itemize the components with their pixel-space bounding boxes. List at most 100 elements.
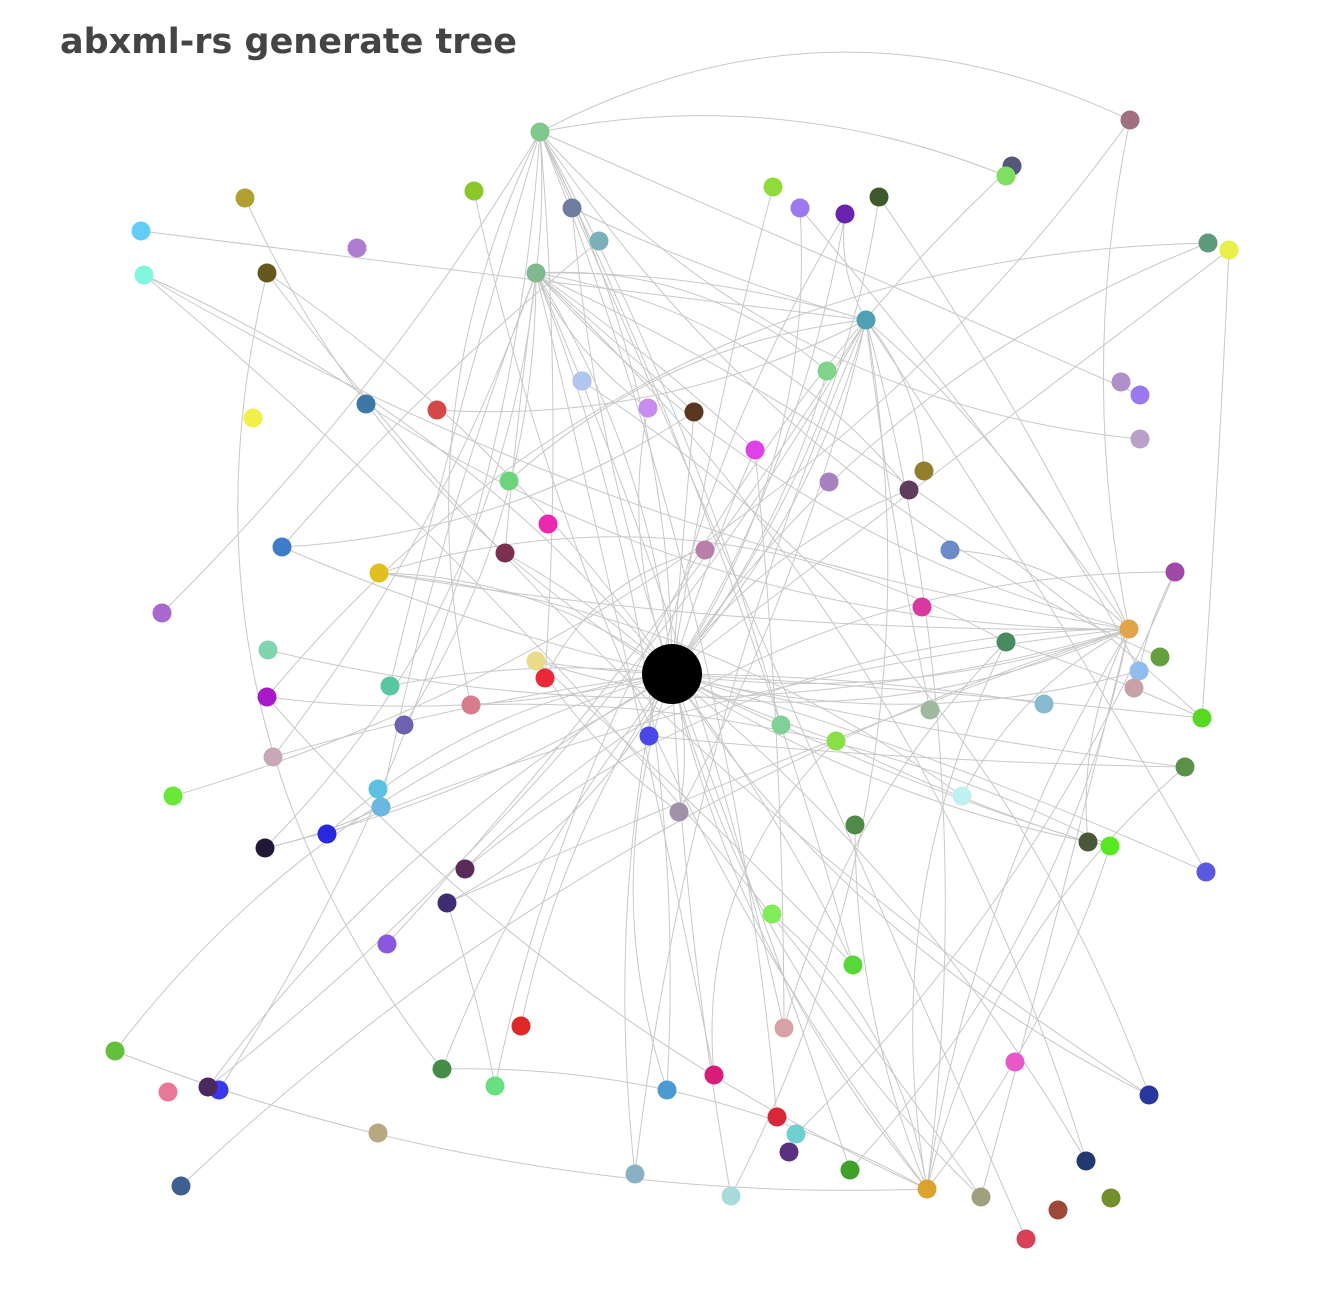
- graph-node[interactable]: [1100, 836, 1120, 856]
- graph-node[interactable]: [1150, 647, 1170, 667]
- graph-node[interactable]: [1111, 372, 1131, 392]
- graph-node[interactable]: [371, 797, 391, 817]
- graph-node[interactable]: [368, 779, 388, 799]
- graph-node[interactable]: [317, 824, 337, 844]
- graph-node[interactable]: [1192, 708, 1212, 728]
- graph-node[interactable]: [134, 265, 154, 285]
- graph-node[interactable]: [914, 461, 934, 481]
- graph-node[interactable]: [779, 1142, 799, 1162]
- graph-node[interactable]: [721, 1186, 741, 1206]
- graph-hub-node[interactable]: [917, 1179, 937, 1199]
- graph-node[interactable]: [1198, 233, 1218, 253]
- graph-node[interactable]: [835, 204, 855, 224]
- graph-node[interactable]: [499, 471, 519, 491]
- graph-node[interactable]: [826, 731, 846, 751]
- graph-node[interactable]: [377, 934, 397, 954]
- graph-node[interactable]: [1016, 1229, 1036, 1249]
- graph-node[interactable]: [1196, 862, 1216, 882]
- graph-node[interactable]: [1139, 1085, 1159, 1105]
- graph-node[interactable]: [625, 1164, 645, 1184]
- graph-node[interactable]: [638, 398, 658, 418]
- graph-node[interactable]: [255, 838, 275, 858]
- graph-node[interactable]: [1124, 678, 1144, 698]
- graph-node[interactable]: [1219, 240, 1239, 260]
- graph-node[interactable]: [971, 1187, 991, 1207]
- graph-node[interactable]: [152, 603, 172, 623]
- graph-node[interactable]: [704, 1065, 724, 1085]
- graph-node[interactable]: [562, 198, 582, 218]
- graph-node[interactable]: [432, 1059, 452, 1079]
- graph-node[interactable]: [511, 1016, 531, 1036]
- graph-node[interactable]: [369, 563, 389, 583]
- graph-node[interactable]: [243, 408, 263, 428]
- graph-node[interactable]: [1005, 1052, 1025, 1072]
- graph-node[interactable]: [840, 1160, 860, 1180]
- graph-node[interactable]: [272, 537, 292, 557]
- graph-node[interactable]: [771, 715, 791, 735]
- graph-node[interactable]: [461, 695, 481, 715]
- graph-node[interactable]: [105, 1041, 125, 1061]
- graph-node[interactable]: [1165, 562, 1185, 582]
- graph-node[interactable]: [356, 394, 376, 414]
- graph-root-node[interactable]: [642, 644, 702, 704]
- graph-node[interactable]: [131, 221, 151, 241]
- graph-node[interactable]: [745, 440, 765, 460]
- graph-node[interactable]: [669, 802, 689, 822]
- graph-node[interactable]: [1034, 694, 1054, 714]
- graph-node[interactable]: [996, 166, 1016, 186]
- graph-hub-node[interactable]: [1119, 619, 1139, 639]
- graph-node[interactable]: [572, 371, 592, 391]
- graph-hub-node[interactable]: [530, 122, 550, 142]
- graph-node[interactable]: [684, 402, 704, 422]
- graph-hub-node[interactable]: [856, 310, 876, 330]
- graph-node[interactable]: [258, 640, 278, 660]
- graph-node[interactable]: [786, 1124, 806, 1144]
- graph-node[interactable]: [257, 687, 277, 707]
- graph-node[interactable]: [763, 177, 783, 197]
- graph-node[interactable]: [455, 859, 475, 879]
- graph-node[interactable]: [899, 480, 919, 500]
- graph-node[interactable]: [394, 715, 414, 735]
- graph-node[interactable]: [774, 1018, 794, 1038]
- graph-node[interactable]: [235, 188, 255, 208]
- graph-node[interactable]: [538, 514, 558, 534]
- graph-node[interactable]: [380, 676, 400, 696]
- graph-node[interactable]: [427, 400, 447, 420]
- graph-node[interactable]: [996, 632, 1016, 652]
- graph-node[interactable]: [263, 747, 283, 767]
- graph-node[interactable]: [1130, 385, 1150, 405]
- graph-node[interactable]: [657, 1080, 677, 1100]
- graph-node[interactable]: [639, 726, 659, 746]
- graph-node[interactable]: [1101, 1188, 1121, 1208]
- graph-node[interactable]: [912, 597, 932, 617]
- graph-node[interactable]: [843, 955, 863, 975]
- graph-node[interactable]: [940, 540, 960, 560]
- graph-node[interactable]: [526, 651, 546, 671]
- graph-node[interactable]: [762, 904, 782, 924]
- graph-node[interactable]: [695, 540, 715, 560]
- graph-node[interactable]: [535, 668, 555, 688]
- graph-node[interactable]: [790, 198, 810, 218]
- graph-node[interactable]: [1175, 757, 1195, 777]
- graph-node[interactable]: [869, 187, 889, 207]
- graph-node[interactable]: [198, 1077, 218, 1097]
- graph-node[interactable]: [1048, 1200, 1068, 1220]
- graph-node[interactable]: [845, 815, 865, 835]
- graph-node[interactable]: [257, 263, 277, 283]
- graph-node[interactable]: [163, 786, 183, 806]
- graph-hub-node[interactable]: [526, 263, 546, 283]
- graph-node[interactable]: [495, 543, 515, 563]
- graph-node[interactable]: [952, 786, 972, 806]
- graph-node[interactable]: [920, 700, 940, 720]
- graph-node[interactable]: [171, 1176, 191, 1196]
- graph-node[interactable]: [589, 231, 609, 251]
- graph-node[interactable]: [347, 238, 367, 258]
- graph-node[interactable]: [1129, 661, 1149, 681]
- graph-node[interactable]: [485, 1076, 505, 1096]
- graph-node[interactable]: [368, 1123, 388, 1143]
- graph-node[interactable]: [437, 893, 457, 913]
- graph-node[interactable]: [1120, 110, 1140, 130]
- graph-node[interactable]: [1078, 832, 1098, 852]
- graph-node[interactable]: [817, 361, 837, 381]
